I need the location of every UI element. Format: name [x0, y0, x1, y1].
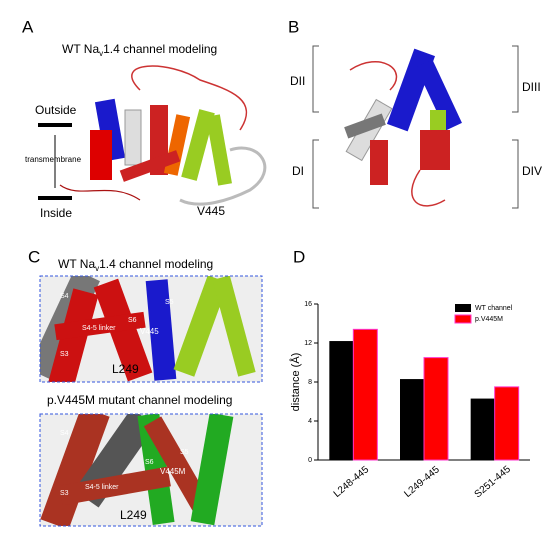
helix-label: S3 [60, 490, 69, 497]
panel-letter: A [22, 17, 34, 36]
panel-letter: D [293, 247, 305, 266]
y-tick-label: 16 [304, 301, 312, 308]
residue-label: L249 [112, 362, 139, 376]
inside-label: Inside [40, 206, 72, 220]
bar [494, 386, 520, 461]
protein-b [344, 48, 462, 207]
helix-label: S3 [60, 351, 69, 358]
helix-label: S5 [180, 449, 189, 456]
y-axis-label: distance (Å) [289, 353, 302, 412]
x-tick-label: L248-445 [332, 464, 372, 500]
protein-c-bottom [40, 414, 262, 526]
legend-label: p.V445M [475, 316, 503, 323]
linker-label: S4-5 linker [85, 484, 119, 491]
legend-swatch [455, 304, 471, 312]
protein-a [59, 65, 267, 206]
y-tick-label: 12 [304, 340, 312, 347]
helix-label: S5 [165, 299, 174, 306]
linker-label: S4-5 linker [82, 325, 116, 332]
residue-label: V445M [160, 467, 186, 476]
panel-title: WT Nav1.4 channel modeling [62, 42, 217, 58]
panel-letter: C [28, 247, 40, 266]
helix-label: S6 [128, 317, 137, 324]
bar [329, 341, 354, 460]
helix-label: S4 [60, 430, 69, 437]
residue-label: L249 [120, 508, 147, 522]
linker-label: S4-5 linker [122, 182, 156, 189]
title-sub: v [99, 49, 103, 58]
x-tick-label: L249-445 [402, 464, 442, 500]
panel-title: WT Nav1.4 channel modeling [58, 257, 213, 273]
y-tick-label: 8 [308, 379, 312, 386]
bar [470, 398, 495, 460]
y-tick-label: 4 [308, 418, 312, 425]
protein-c-top [40, 276, 262, 382]
legend-swatch [454, 314, 472, 324]
title-part: WT Na [58, 257, 95, 271]
bar [352, 328, 378, 461]
domain-label: DIV [522, 164, 542, 178]
title-sub: v [95, 264, 99, 273]
legend-label: WT channel [475, 305, 513, 312]
title-part: 1.4 channel modeling [99, 257, 213, 271]
x-tick-label: S251-445 [473, 464, 514, 501]
domain-label: DI [292, 164, 304, 178]
domain-label: DIII [522, 80, 541, 94]
title-part: 1.4 channel modeling [103, 42, 217, 56]
residue-label: V445 [197, 204, 225, 218]
residue-label: V445 [140, 327, 159, 336]
helix-label: S6 [145, 459, 154, 466]
chart: 0 4 8 12 16 distance (Å) L248-445 L249-445 S251-… [289, 301, 530, 500]
y-tick-label: 0 [308, 457, 312, 464]
panel-title: p.V445M mutant channel modeling [47, 393, 232, 407]
title-part: WT Na [62, 42, 99, 56]
membrane-label: transmembrane [25, 155, 82, 164]
domain-label: DII [290, 74, 305, 88]
outside-label: Outside [35, 103, 77, 117]
helix-label: S4 [60, 293, 69, 300]
bar [400, 379, 424, 460]
bar [423, 357, 449, 461]
panel-letter: B [288, 17, 299, 36]
